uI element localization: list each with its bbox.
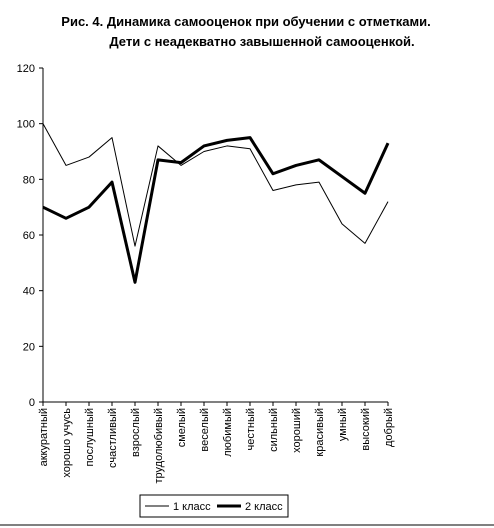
legend-box (139, 494, 289, 518)
y-tick-label: 0 (29, 397, 35, 409)
x-tick-label: хорошо учусь (61, 408, 73, 478)
x-tick-label: сильный (268, 408, 280, 452)
x-tick-label: трудолюбивый (153, 408, 165, 483)
x-tick-label: умный (337, 408, 349, 441)
y-tick-label: 100 (17, 119, 35, 131)
x-tick-label: хороший (291, 408, 303, 453)
y-tick-label: 20 (23, 341, 35, 353)
x-tick-label: любимый (222, 408, 234, 457)
x-tick-label: смелый (176, 408, 188, 447)
x-tick-label: честный (245, 408, 257, 451)
x-tick-label: аккуратный (38, 408, 50, 466)
series-line (42, 123, 389, 247)
x-tick-label: веселый (199, 408, 211, 452)
series-line (42, 136, 390, 284)
legend-label: 1 класс (173, 501, 211, 513)
y-tick-label: 80 (23, 174, 35, 186)
x-tick-label: добрый (383, 408, 395, 447)
x-tick-label: послушный (84, 408, 96, 466)
legend-label: 2 класс (245, 501, 283, 513)
x-tick-label: взрослый (130, 408, 142, 457)
x-tick-label: высокий (360, 408, 372, 451)
y-tick-label: 60 (23, 230, 35, 242)
y-tick-label: 40 (23, 286, 35, 298)
x-tick-label: красивый (314, 408, 326, 457)
chart-title: Рис. 4. Динамика самооценок при обучении… (61, 14, 430, 29)
chart-subtitle: Дети с неадекватно завышенной самооценко… (109, 34, 414, 49)
x-tick-label: счастливый (107, 408, 119, 468)
y-tick-label: 120 (17, 63, 35, 75)
